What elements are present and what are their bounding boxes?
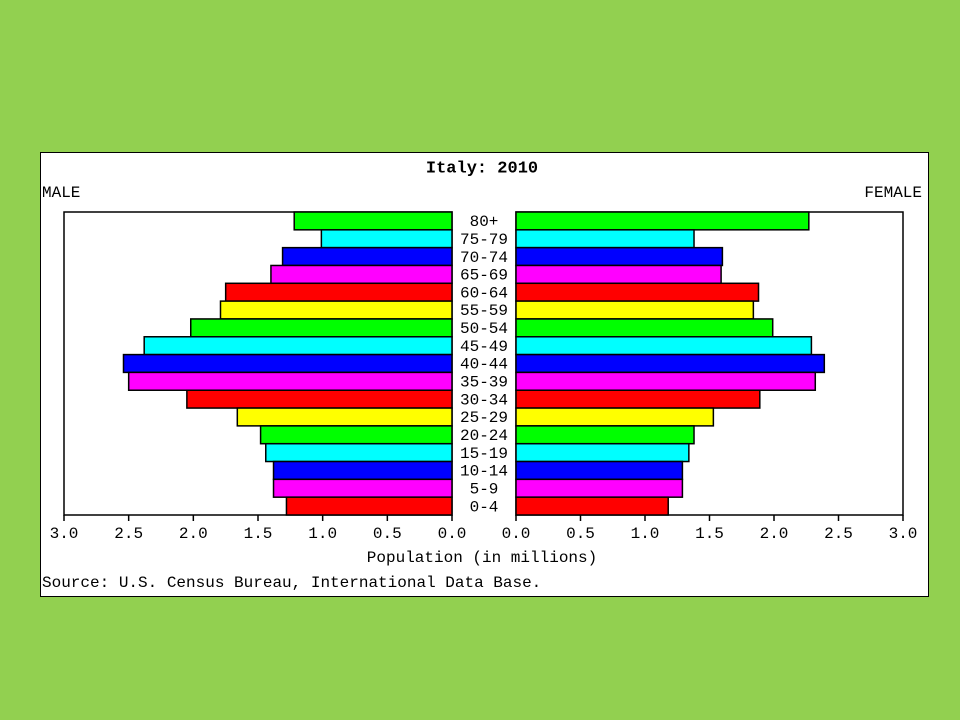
x-tick-label: 3.0 bbox=[50, 525, 79, 543]
male-bar bbox=[186, 389, 453, 409]
female-bar bbox=[515, 371, 817, 391]
male-bar bbox=[219, 300, 453, 320]
female-bar bbox=[515, 389, 761, 409]
male-bar bbox=[272, 460, 453, 481]
age-label: 65-69 bbox=[460, 267, 508, 285]
x-tick-label: 2.5 bbox=[824, 525, 853, 543]
age-label: 75-79 bbox=[460, 231, 508, 249]
female-bar bbox=[515, 318, 774, 338]
female-bar bbox=[515, 425, 695, 445]
x-tick-label: 0.5 bbox=[566, 525, 595, 543]
female-bar bbox=[515, 300, 755, 320]
age-label: 35-39 bbox=[460, 374, 508, 392]
x-tick-label: 0.0 bbox=[502, 525, 531, 543]
female-bar bbox=[515, 353, 826, 374]
legend-male: MALE bbox=[42, 184, 80, 202]
male-bar bbox=[127, 371, 453, 391]
male-bar bbox=[189, 318, 453, 338]
male-bar bbox=[236, 407, 453, 427]
female-bar bbox=[515, 496, 669, 516]
female-bar bbox=[515, 211, 810, 231]
age-label: 55-59 bbox=[460, 302, 508, 320]
age-label: 45-49 bbox=[460, 338, 508, 356]
age-label: 15-19 bbox=[460, 445, 508, 463]
male-bar bbox=[293, 211, 453, 231]
male-bar bbox=[224, 282, 453, 302]
age-label: 40-44 bbox=[460, 356, 508, 374]
age-label: 20-24 bbox=[460, 427, 508, 445]
x-tick-label: 1.0 bbox=[631, 525, 660, 543]
female-bar bbox=[515, 460, 684, 481]
male-bar bbox=[265, 442, 453, 463]
male-bar bbox=[270, 264, 453, 285]
x-tick-label: 2.0 bbox=[760, 525, 789, 543]
x-tick-label: 1.0 bbox=[308, 525, 337, 543]
source-note: Source: U.S. Census Bureau, Internationa… bbox=[42, 574, 541, 592]
male-bar bbox=[272, 478, 453, 498]
x-tick-label: 2.5 bbox=[114, 525, 143, 543]
male-bar bbox=[122, 353, 453, 374]
female-bar bbox=[515, 246, 724, 267]
legend-female: FEMALE bbox=[864, 184, 922, 202]
age-label: 50-54 bbox=[460, 320, 508, 338]
x-tick-label: 1.5 bbox=[695, 525, 724, 543]
x-tick-label: 1.5 bbox=[244, 525, 273, 543]
age-label: 80+ bbox=[470, 213, 499, 231]
female-bar bbox=[515, 478, 684, 498]
x-tick-label: 0.0 bbox=[438, 525, 467, 543]
x-tick-label: 2.0 bbox=[179, 525, 208, 543]
age-label: 60-64 bbox=[460, 284, 508, 302]
male-bar bbox=[281, 246, 453, 267]
female-bar bbox=[515, 282, 760, 302]
age-label: 30-34 bbox=[460, 391, 508, 409]
age-label: 25-29 bbox=[460, 409, 508, 427]
male-bar bbox=[259, 425, 453, 445]
male-bar bbox=[320, 229, 453, 249]
age-label: 5-9 bbox=[470, 480, 499, 498]
female-bar bbox=[515, 229, 695, 249]
x-tick-label: 0.5 bbox=[373, 525, 402, 543]
age-label: 10-14 bbox=[460, 463, 508, 481]
age-label: 0-4 bbox=[470, 498, 499, 516]
chart-title: Italy: 2010 bbox=[426, 159, 538, 178]
male-bar bbox=[285, 496, 453, 516]
male-bar bbox=[143, 336, 453, 356]
female-bar bbox=[515, 336, 813, 356]
female-bar bbox=[515, 264, 722, 285]
age-label: 70-74 bbox=[460, 249, 508, 267]
x-axis-label: Population (in millions) bbox=[367, 549, 597, 567]
female-bar bbox=[515, 442, 690, 463]
x-tick-label: 3.0 bbox=[889, 525, 918, 543]
female-bar bbox=[515, 407, 715, 427]
